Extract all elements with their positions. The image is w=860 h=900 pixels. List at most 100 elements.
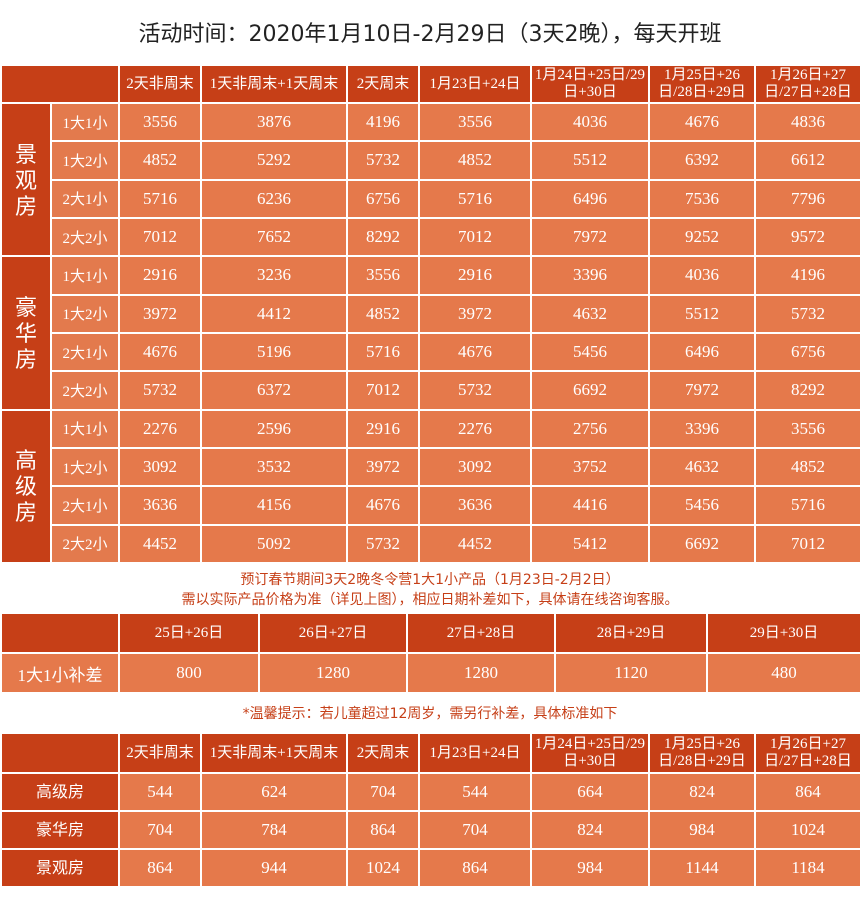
price-cell: 2596 xyxy=(200,408,348,449)
child-price-cell: 864 xyxy=(118,848,202,888)
price-cell: 7012 xyxy=(418,216,532,258)
price-cell: 4852 xyxy=(346,293,420,334)
occupancy-label: 1大1小 xyxy=(50,255,120,296)
child-price-cell: 1144 xyxy=(648,848,756,888)
child-price-cell: 864 xyxy=(346,810,420,850)
price-cell: 7012 xyxy=(118,216,202,258)
price-cell: 3556 xyxy=(418,101,532,143)
table-row: 2大1小 3636 4156 4676 3636 4416 5456 5716 xyxy=(1,485,860,526)
room-type-label: 景观房 xyxy=(0,101,52,258)
table-row: 1大2小 4852 5292 5732 4852 5512 6392 6612 xyxy=(1,140,860,181)
price-cell: 8292 xyxy=(754,370,860,411)
child-column-header: 2天非周末 xyxy=(118,732,202,774)
table-row: 豪华房 1大1小 2916 3236 3556 2916 3396 4036 4196 xyxy=(0,255,860,411)
price-cell: 4676 xyxy=(346,485,420,526)
price-cell: 9572 xyxy=(754,216,860,258)
supplement-column-header: 28日+29日 xyxy=(554,612,708,654)
price-cell: 8292 xyxy=(346,216,420,258)
occupancy-label: 1大2小 xyxy=(50,140,120,181)
child-column-header: 1月25日+26日/28日+29日 xyxy=(648,732,756,774)
spring-note-line1: 预订春节期间3天2晚冬令营1大1小产品（1月23日-2月2日） xyxy=(240,572,620,588)
child-price-cell: 824 xyxy=(648,772,756,812)
price-cell: 6372 xyxy=(200,370,348,411)
child-price-cell: 1024 xyxy=(754,810,860,850)
price-cell: 4452 xyxy=(118,523,202,564)
child-price-cell: 1024 xyxy=(346,848,420,888)
price-cell: 6756 xyxy=(754,331,860,373)
price-cell: 7012 xyxy=(346,370,420,411)
header-corner xyxy=(0,64,120,104)
price-cell: 5456 xyxy=(648,485,756,526)
price-cell: 3396 xyxy=(648,408,756,449)
price-cell: 4852 xyxy=(418,140,532,181)
child-price-cell: 864 xyxy=(754,772,860,812)
price-cell: 2916 xyxy=(418,255,532,296)
price-cell: 6236 xyxy=(200,178,348,219)
price-cell: 3092 xyxy=(118,446,202,488)
child-tip: *温馨提示：若儿童超过12周岁，需另行补差，具体标准如下 xyxy=(242,706,618,722)
price-cell: 4416 xyxy=(530,485,650,526)
child-price-cell: 704 xyxy=(118,810,202,850)
price-cell: 6692 xyxy=(648,523,756,564)
child-column-header: 1天非周末+1天周末 xyxy=(200,732,348,774)
child-price-cell: 784 xyxy=(200,810,348,850)
table-row: 高级房 544 624 704 544 664 824 864 xyxy=(0,772,860,812)
price-cell: 7652 xyxy=(200,216,348,258)
child-price-cell: 704 xyxy=(418,810,532,850)
table-row: 2大2小 5732 6372 7012 5732 6692 7972 8292 xyxy=(1,370,860,411)
price-cell: 6496 xyxy=(530,178,650,219)
table-row: 2大2小 4452 5092 5732 4452 5412 6692 7012 xyxy=(1,523,860,564)
price-cell: 3396 xyxy=(530,255,650,296)
supplement-cell: 1280 xyxy=(406,652,556,694)
header-corner xyxy=(0,732,120,774)
price-cell: 4676 xyxy=(648,101,756,143)
supplement-cell: 1120 xyxy=(554,652,708,694)
spring-note-line2: 需以实际产品价格为准（详见上图），相应日期补差如下，具体请在线咨询客服。 xyxy=(181,592,679,608)
price-cell: 4676 xyxy=(118,331,202,373)
supplement-cell: 800 xyxy=(118,652,260,694)
price-cell: 5732 xyxy=(418,370,532,411)
price-cell: 5092 xyxy=(200,523,348,564)
table-row: 景观房 864 944 1024 864 984 1144 1184 xyxy=(0,848,860,888)
price-cell: 3556 xyxy=(118,101,202,143)
price-cell: 4036 xyxy=(530,101,650,143)
page-title: 活动时间：2020年1月10日-2月29日（3天2晚），每天开班 xyxy=(138,22,722,47)
column-header: 1天非周末+1天周末 xyxy=(200,64,348,104)
column-header: 1月23日+24日 xyxy=(418,64,532,104)
occupancy-label: 2大1小 xyxy=(50,485,120,526)
price-cell: 7972 xyxy=(530,216,650,258)
supplement-column-header: 27日+28日 xyxy=(406,612,556,654)
price-cell: 5412 xyxy=(530,523,650,564)
price-cell: 5292 xyxy=(200,140,348,181)
child-price-cell: 824 xyxy=(530,810,650,850)
price-cell: 4852 xyxy=(118,140,202,181)
price-cell: 3556 xyxy=(754,408,860,449)
occupancy-label: 1大2小 xyxy=(50,293,120,334)
child-price-cell: 944 xyxy=(200,848,348,888)
price-cell: 5196 xyxy=(200,331,348,373)
column-header: 2天周末 xyxy=(346,64,420,104)
price-cell: 5512 xyxy=(648,293,756,334)
price-cell: 3752 xyxy=(530,446,650,488)
price-cell: 3876 xyxy=(200,101,348,143)
price-cell: 3972 xyxy=(118,293,202,334)
supplement-cell: 1280 xyxy=(258,652,408,694)
child-room-label: 豪华房 xyxy=(0,810,120,850)
child-room-label: 高级房 xyxy=(0,772,120,812)
table-row: 2大1小 4676 5196 5716 4676 5456 6496 6756 xyxy=(1,331,860,373)
price-cell: 6692 xyxy=(530,370,650,411)
price-cell: 3236 xyxy=(200,255,348,296)
table-row: 1大1小补差 800 1280 1280 1120 480 xyxy=(0,652,860,694)
child-price-cell: 704 xyxy=(346,772,420,812)
price-cell: 5512 xyxy=(530,140,650,181)
child-surcharge-table: 2天非周末 1天非周末+1天周末 2天周末 1月23日+24日 1月24日+25日/29… xyxy=(0,732,860,888)
table-row: 高级房 1大1小 2276 2596 2916 2276 2756 3396 3556 xyxy=(0,408,860,564)
child-price-cell: 984 xyxy=(648,810,756,850)
price-cell: 5456 xyxy=(530,331,650,373)
price-cell: 3636 xyxy=(418,485,532,526)
price-cell: 7536 xyxy=(648,178,756,219)
price-cell: 3972 xyxy=(346,446,420,488)
table-row: 2大1小 5716 6236 6756 5716 6496 7536 7796 xyxy=(1,178,860,219)
supplement-column-header: 29日+30日 xyxy=(706,612,860,654)
table-row: 2大2小 7012 7652 8292 7012 7972 9252 9572 xyxy=(1,216,860,258)
